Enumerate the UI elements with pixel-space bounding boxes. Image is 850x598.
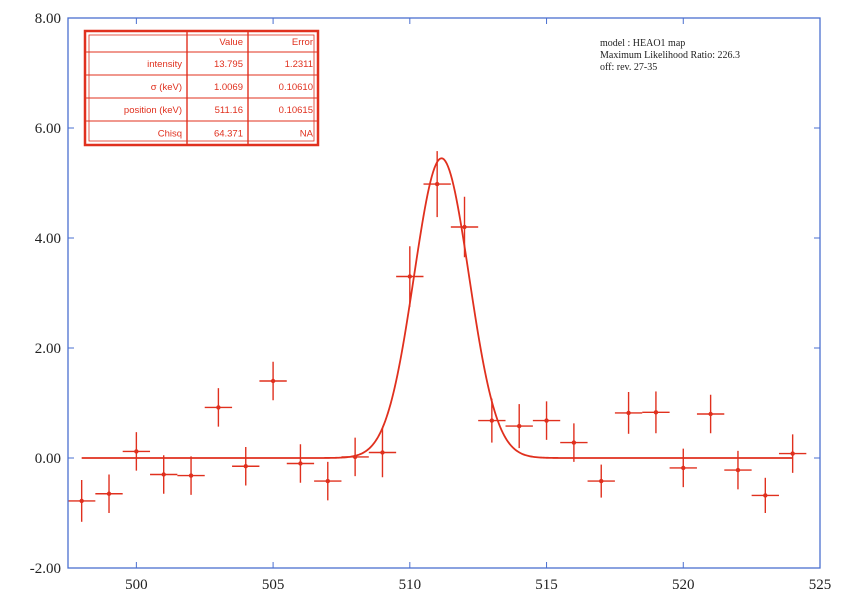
x-tick-label: 510 xyxy=(399,577,422,593)
data-point-marker xyxy=(270,378,276,384)
data-point xyxy=(68,480,96,522)
data-point xyxy=(560,423,588,462)
data-point xyxy=(642,391,670,434)
data-point-marker xyxy=(216,405,221,410)
stats-table-cell: 1.2311 xyxy=(285,59,313,70)
stats-table: Value Error intensity 13.795 1.2311 σ (keV) 1.… xyxy=(83,29,320,147)
data-point-marker xyxy=(298,461,303,466)
data-point-marker xyxy=(188,473,194,478)
data-point-marker xyxy=(243,464,248,469)
y-tick-label: 6.00 xyxy=(35,121,61,137)
x-tick-label: 525 xyxy=(809,577,832,593)
data-point xyxy=(751,477,779,513)
data-point xyxy=(724,450,752,490)
y-tick-label: 0.00 xyxy=(35,451,61,467)
points-layer xyxy=(68,151,807,522)
x-tick-label: 500 xyxy=(125,577,148,593)
stats-table-cell: σ (keV) xyxy=(151,82,182,93)
stats-table-cell: 1.0069 xyxy=(214,82,243,93)
data-point xyxy=(368,427,397,478)
data-point xyxy=(587,464,615,498)
stats-table-cell: 64.371 xyxy=(214,129,243,140)
data-point-marker xyxy=(352,454,358,460)
x-tick-label: 515 xyxy=(535,577,558,593)
y-tick-label: 8.00 xyxy=(35,11,61,27)
data-point-marker xyxy=(325,478,330,484)
data-point xyxy=(450,196,479,258)
data-point-marker xyxy=(462,224,467,230)
data-point xyxy=(150,455,178,494)
stats-table-cell: 511.16 xyxy=(215,105,243,116)
data-point-marker xyxy=(380,450,385,455)
data-point xyxy=(95,474,123,513)
data-point-marker xyxy=(681,465,686,471)
data-point-marker xyxy=(79,498,84,504)
model-note: off: rev. 27-35 xyxy=(600,62,657,73)
x-tick-label: 520 xyxy=(672,577,695,593)
stats-table-inner-border xyxy=(88,34,315,142)
y-tick-label: 2.00 xyxy=(35,341,61,357)
data-point-marker xyxy=(407,274,413,279)
y-tick-label: -2.00 xyxy=(30,561,61,577)
data-point xyxy=(505,404,533,449)
data-point xyxy=(614,392,643,434)
model-note: model : HEAO1 map xyxy=(600,38,685,49)
stats-table-cell: 13.795 xyxy=(214,59,243,70)
data-point xyxy=(286,444,315,483)
stats-table-cell: 0.10615 xyxy=(279,105,313,116)
stats-table-cell: Value xyxy=(219,37,243,48)
data-point-marker xyxy=(626,410,631,416)
data-point-marker xyxy=(161,472,166,477)
data-point xyxy=(204,388,233,427)
data-point xyxy=(122,432,151,471)
data-point xyxy=(696,394,725,434)
stats-table-cell: intensity xyxy=(147,59,182,70)
data-point xyxy=(232,447,260,486)
data-point-marker xyxy=(489,418,495,423)
model-note: Maximum Likelihood Ratio: 226.3 xyxy=(600,50,740,61)
stats-table-cell: 0.10610 xyxy=(279,82,313,93)
data-point-marker xyxy=(735,467,741,473)
data-point xyxy=(341,437,369,477)
data-point-marker xyxy=(708,411,713,417)
data-point-marker xyxy=(134,449,139,454)
x-tick-label: 505 xyxy=(262,577,285,593)
data-point-marker xyxy=(434,181,440,187)
stats-table-cell: Error xyxy=(292,37,313,48)
data-point-marker xyxy=(599,478,604,484)
data-point xyxy=(669,448,697,488)
data-point-marker xyxy=(544,418,549,423)
data-point-marker xyxy=(517,423,522,429)
data-point xyxy=(259,361,287,401)
plot-frame xyxy=(67,17,821,569)
stats-table-cell: position (keV) xyxy=(124,105,182,116)
y-tick-label: 4.00 xyxy=(35,231,61,247)
data-point-marker xyxy=(106,491,112,496)
data-point xyxy=(314,461,342,501)
data-point xyxy=(177,456,205,495)
data-point xyxy=(532,401,561,440)
stats-table-border xyxy=(83,29,320,147)
data-point-marker xyxy=(571,440,577,445)
data-point-marker xyxy=(763,493,768,498)
data-point xyxy=(423,151,451,218)
data-point xyxy=(478,398,506,443)
data-point xyxy=(778,434,807,473)
stats-table-cell: NA xyxy=(300,129,314,140)
stats-table-cell: Chisq xyxy=(158,129,182,140)
data-point xyxy=(396,246,424,307)
data-point-marker xyxy=(653,410,659,415)
data-point-marker xyxy=(790,451,795,456)
